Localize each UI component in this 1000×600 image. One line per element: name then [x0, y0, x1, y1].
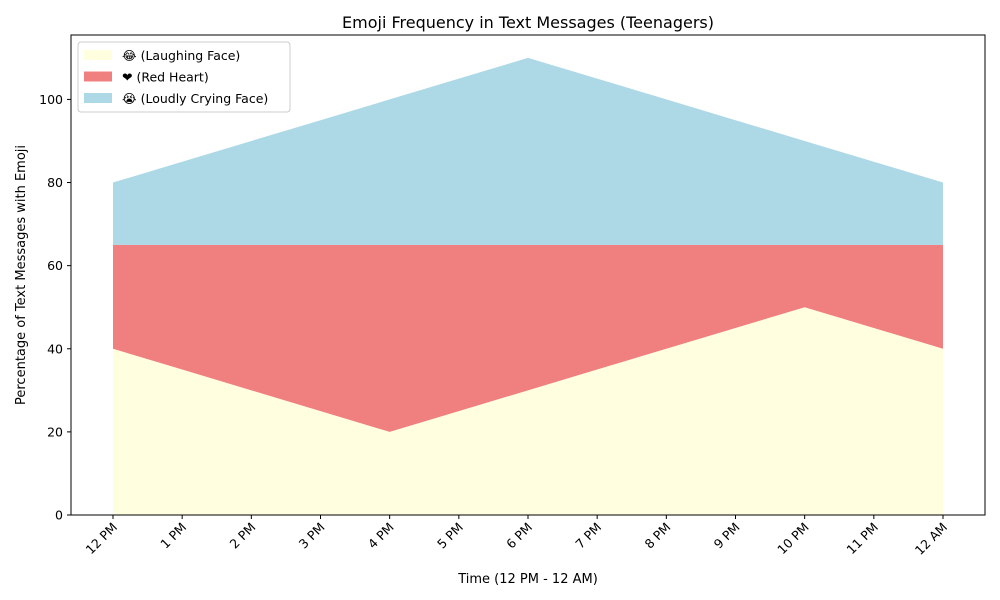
area-layers: [113, 57, 943, 515]
legend: 😂 (Laughing Face) ❤ (Red Heart) 😭 (Loudly …: [77, 41, 291, 113]
x-tick-label: 5 PM: [434, 520, 466, 552]
y-tick-label: 100: [39, 92, 63, 107]
legend-swatch: [84, 50, 112, 60]
x-axis-label: Time (12 PM - 12 AM): [457, 572, 598, 587]
y-tick-label: 60: [47, 258, 63, 273]
x-tick-label: 1 PM: [157, 520, 189, 552]
x-axis-ticks: 12 PM 1 PM 2 PM 3 PM 4 PM 5 PM 6 PM 7 PM 8 PM 9 P…: [83, 515, 950, 558]
legend-box: [77, 41, 291, 113]
y-axis-label: Percentage of Text Messages with Emoji: [14, 145, 29, 405]
y-tick-label: 40: [47, 341, 63, 356]
x-tick-label: 11 PM: [843, 520, 881, 558]
y-tick-label: 80: [47, 175, 63, 190]
legend-swatch: [84, 71, 112, 82]
chart-title: Emoji Frequency in Text Messages (Teenag…: [342, 13, 714, 32]
x-tick-label: 3 PM: [296, 520, 328, 552]
legend-label: 😂 (Laughing Face): [122, 48, 240, 63]
x-tick-label: 10 PM: [774, 520, 812, 558]
area-series-2: [113, 57, 943, 245]
y-tick-label: 20: [47, 424, 63, 439]
x-tick-label: 12 PM: [83, 520, 121, 558]
x-tick-label: 7 PM: [572, 520, 604, 552]
x-tick-label: 9 PM: [711, 520, 743, 552]
x-tick-label: 2 PM: [226, 520, 258, 552]
area-series-1: [113, 244, 943, 432]
x-tick-label: 8 PM: [641, 520, 673, 552]
x-tick-label: 4 PM: [365, 520, 397, 552]
x-tick-label: 12 AM: [912, 520, 950, 558]
legend-label: 😭 (Loudly Crying Face): [122, 91, 268, 106]
y-axis-ticks: 0 20 40 60 80 100: [39, 92, 71, 523]
legend-swatch: [84, 93, 112, 103]
legend-label: ❤ (Red Heart): [122, 70, 209, 85]
y-tick-label: 0: [55, 508, 63, 523]
area-series-0: [113, 307, 943, 515]
x-tick-label: 6 PM: [503, 520, 535, 552]
